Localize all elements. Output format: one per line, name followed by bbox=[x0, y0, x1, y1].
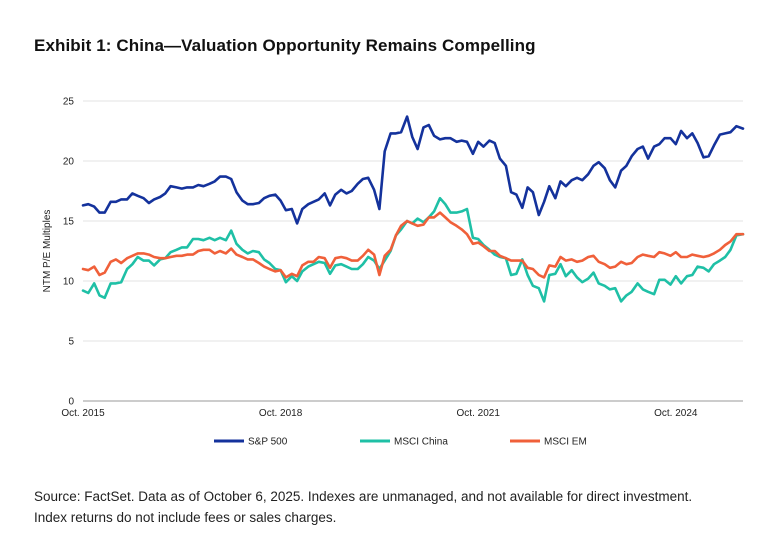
y-tick-label: 0 bbox=[68, 397, 74, 408]
series-lines bbox=[81, 115, 745, 303]
legend: S&P 500 MSCI China MSCI EM bbox=[214, 437, 587, 448]
x-axis-ticks: Oct. 2015 Oct. 2018 Oct. 2021 Oct. 2024 bbox=[61, 408, 698, 419]
y-axis-ticks: 0 5 10 15 20 25 bbox=[63, 97, 75, 408]
source-note: Source: FactSet. Data as of October 6, 2… bbox=[34, 489, 693, 525]
series-line-msci-em bbox=[81, 211, 745, 279]
y-tick-label: 25 bbox=[63, 97, 75, 108]
y-tick-label: 5 bbox=[68, 337, 74, 348]
y-tick-label: 20 bbox=[63, 157, 75, 168]
legend-label: MSCI China bbox=[394, 437, 448, 448]
chart-title: Exhibit 1: China—Valuation Opportunity R… bbox=[34, 36, 536, 55]
legend-label: MSCI EM bbox=[544, 437, 587, 448]
x-tick-label: Oct. 2024 bbox=[654, 408, 698, 419]
series-line-msci-china bbox=[81, 196, 745, 303]
y-axis-label: NTM P/E Multiples bbox=[42, 210, 53, 293]
y-tick-label: 15 bbox=[63, 217, 75, 228]
x-tick-label: Oct. 2018 bbox=[259, 408, 303, 419]
x-tick-label: Oct. 2021 bbox=[457, 408, 501, 419]
y-tick-label: 10 bbox=[63, 277, 75, 288]
gridlines bbox=[83, 100, 743, 342]
x-tick-label: Oct. 2015 bbox=[61, 408, 105, 419]
legend-label: S&P 500 bbox=[248, 437, 288, 448]
series-line-s-p-500 bbox=[81, 115, 745, 225]
